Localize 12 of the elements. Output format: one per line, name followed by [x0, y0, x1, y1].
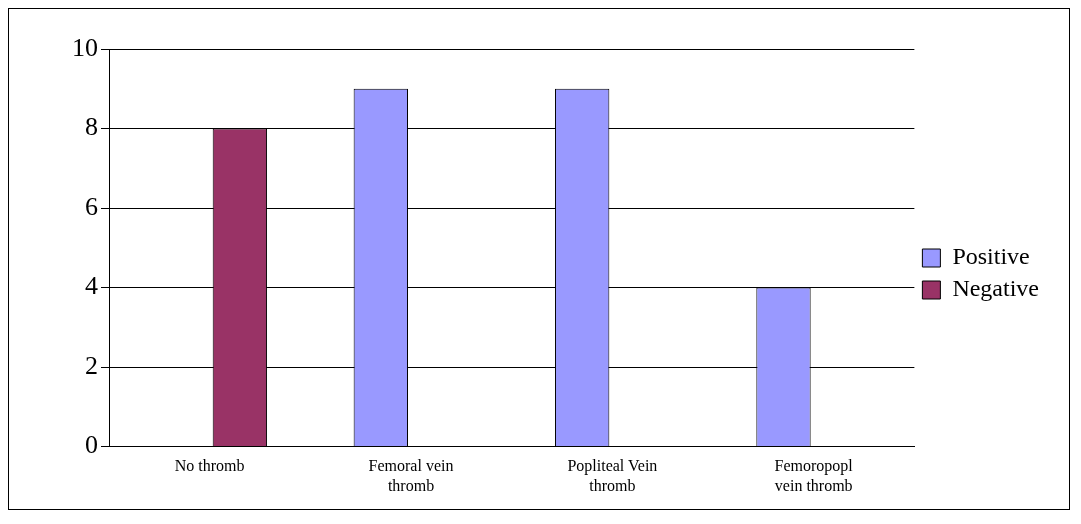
y-tick-label: 6 — [85, 191, 98, 221]
y-tick-label: 2 — [85, 350, 98, 380]
x-tick-label: Femoropopl vein thromb — [774, 457, 854, 494]
y-tick-label: 4 — [85, 271, 98, 301]
x-tick-label: Femoral vein thromb — [368, 457, 454, 494]
legend-label: Positive — [952, 243, 1030, 270]
x-tick-label: No thromb — [174, 457, 245, 475]
y-tick-label: 0 — [85, 430, 98, 460]
y-tick-label: 10 — [72, 32, 98, 62]
y-tick-label: 8 — [85, 112, 98, 142]
legend-label: Negative — [952, 275, 1039, 302]
x-tick-label: Popliteal Vein thromb — [567, 457, 658, 494]
